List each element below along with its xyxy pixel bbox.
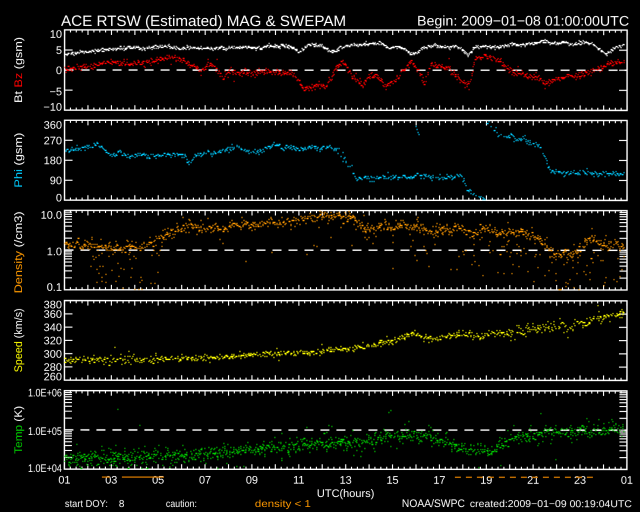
- svg-text:1.0: 1.0: [47, 246, 62, 258]
- svg-text:13: 13: [340, 475, 352, 487]
- svg-text:density < 1: density < 1: [255, 499, 311, 510]
- svg-text:15: 15: [386, 475, 398, 487]
- svg-text:360: 360: [44, 120, 62, 132]
- svg-text:90: 90: [50, 175, 62, 187]
- svg-text:caution:: caution:: [166, 499, 197, 510]
- svg-text:Temp (K): Temp (K): [13, 406, 25, 454]
- svg-text:07: 07: [199, 475, 211, 487]
- svg-text:17: 17: [433, 475, 445, 487]
- svg-text:1.0E+05: 1.0E+05: [28, 426, 62, 438]
- svg-text:1.0E+04: 1.0E+04: [28, 463, 62, 475]
- svg-text:1.0E+06: 1.0E+06: [28, 388, 62, 400]
- svg-text:270: 270: [44, 135, 62, 147]
- svg-text:Phi (gsm): Phi (gsm): [13, 133, 25, 188]
- svg-text:05: 05: [152, 475, 164, 487]
- svg-text:Speed (km/s): Speed (km/s): [13, 308, 25, 372]
- svg-text:19: 19: [480, 475, 492, 487]
- svg-text:01: 01: [58, 475, 70, 487]
- svg-text:Begin: 2009−01−08 01:00:00UTC: Begin: 2009−01−08 01:00:00UTC: [417, 13, 629, 29]
- svg-text:−10: −10: [43, 102, 62, 114]
- svg-text:180: 180: [44, 155, 62, 167]
- svg-text:0: 0: [56, 192, 62, 204]
- svg-text:10: 10: [50, 29, 62, 41]
- svg-text:380: 380: [44, 299, 62, 311]
- svg-text:Density (/cm3): Density (/cm3): [13, 211, 25, 293]
- svg-text:23: 23: [574, 475, 586, 487]
- svg-text:start DOY:: start DOY:: [65, 499, 108, 510]
- svg-text:21: 21: [527, 475, 539, 487]
- svg-text:8: 8: [119, 499, 125, 510]
- svg-text:−5: −5: [50, 86, 63, 98]
- svg-text:UTC(hours): UTC(hours): [317, 488, 374, 500]
- svg-text:ACE RTSW (Estimated) MAG & SWE: ACE RTSW (Estimated) MAG & SWEPAM: [61, 13, 346, 30]
- svg-text:01: 01: [621, 475, 633, 487]
- svg-text:03: 03: [105, 475, 117, 487]
- svg-text:260: 260: [44, 371, 62, 383]
- svg-text:11: 11: [293, 475, 304, 487]
- svg-text:360: 360: [44, 309, 62, 321]
- svg-text:09: 09: [246, 475, 258, 487]
- svg-text:280: 280: [44, 362, 62, 374]
- svg-text:0.1: 0.1: [47, 282, 62, 294]
- svg-text:created:2009−01−09 00:19:04UTC: created:2009−01−09 00:19:04UTC: [470, 499, 632, 510]
- svg-text:300: 300: [44, 349, 62, 361]
- svg-text:NOAA/SWPC: NOAA/SWPC: [402, 498, 465, 510]
- svg-text:5: 5: [56, 45, 62, 57]
- svg-text:320: 320: [44, 335, 62, 347]
- svg-text:340: 340: [44, 322, 62, 334]
- svg-text:Bt Bz (gsm): Bt Bz (gsm): [13, 37, 25, 103]
- svg-text:0: 0: [56, 65, 62, 77]
- svg-text:10.0: 10.0: [41, 210, 62, 222]
